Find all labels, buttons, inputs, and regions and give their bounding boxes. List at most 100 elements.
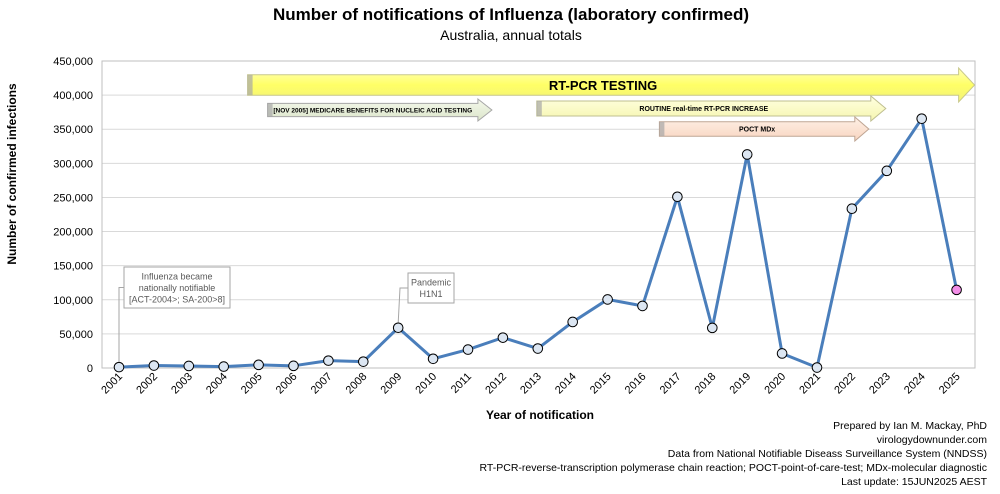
- data-point-2001: [113, 361, 125, 373]
- callout-leader: [118, 287, 124, 363]
- y-tick-label: 150,000: [53, 261, 93, 273]
- x-tick-label: 2025: [937, 371, 963, 397]
- x-tick-label: 2016: [623, 371, 649, 397]
- arrow-shape: [267, 97, 493, 123]
- x-tick-labels: 2001 2002 2003 2004 2005 2006 2007 2008 2009 2010…: [99, 371, 962, 397]
- arrow-1: RT-PCR TESTING: [247, 66, 976, 104]
- data-point-2019: [741, 149, 753, 160]
- x-tick-label: 2002: [134, 371, 160, 397]
- callout-box: [123, 266, 231, 309]
- x-tick-label: 2006: [274, 371, 300, 397]
- data-point-2004: [218, 361, 229, 372]
- data-point-2010: [427, 353, 439, 365]
- arrow-2: [NOV 2005] MEDICARE BENEFITS FOR NUCLEIC…: [267, 97, 493, 123]
- callout-text: nationally notifiable: [139, 283, 216, 293]
- chart-title: Number of notifications of Influenza (la…: [273, 5, 749, 24]
- data-point-2005: [253, 359, 264, 371]
- y-tick-label: 450,000: [53, 56, 93, 68]
- credit-author: Prepared by Ian M. Mackay, PhD: [833, 420, 987, 432]
- arrow-cap: [536, 101, 542, 116]
- x-tick-label: 2018: [693, 371, 719, 397]
- data-point-2011: [462, 344, 474, 355]
- x-tick-label: 2011: [449, 371, 474, 396]
- arrow-shape: [536, 94, 887, 123]
- arrow-label: [NOV 2005] MEDICARE BENEFITS FOR NUCLEIC…: [273, 108, 472, 115]
- x-tick-label: 2004: [204, 371, 230, 397]
- arrow-4: POCT MDx: [658, 115, 870, 143]
- x-tick-label: 2022: [832, 371, 858, 397]
- data-point-2007: [323, 355, 334, 366]
- chart-subtitle: Australia, annual totals: [440, 27, 582, 43]
- arrow-shape: [658, 115, 870, 143]
- series-line: [113, 113, 962, 373]
- credit-last-update: Last update: 15JUN2025 AEST: [841, 476, 988, 488]
- data-point-2009: [392, 322, 404, 334]
- arrow-label: ROUTINE real-time RT-PCR INCREASE: [639, 106, 768, 113]
- callout-2001: Influenza became nationally notifiable[AC…: [118, 266, 231, 363]
- data-point-2016: [637, 300, 648, 312]
- plot-area: [101, 60, 976, 369]
- x-tick-label: 2019: [728, 371, 754, 397]
- y-tick-label: 50,000: [59, 329, 93, 341]
- callout-text: H1N1: [419, 289, 442, 299]
- data-point-2015: [602, 294, 613, 305]
- callout-box: [407, 272, 455, 304]
- credit-abbreviations: RT-PCR-reverse-transcription polymerase …: [480, 462, 987, 474]
- y-tick-label: 100,000: [53, 295, 93, 307]
- x-tick-label: 2024: [902, 371, 928, 397]
- arrow-label: RT-PCR TESTING: [549, 78, 657, 93]
- data-point-2008: [358, 356, 369, 367]
- y-tick-label: 350,000: [53, 124, 93, 136]
- callout-leader: [397, 287, 408, 323]
- x-axis-title: Year of notification: [486, 408, 594, 422]
- x-tick-label: 2014: [553, 371, 579, 397]
- x-tick-label: 2001: [99, 371, 125, 397]
- arrow-cap: [247, 74, 253, 96]
- arrow-cap: [267, 103, 273, 117]
- series-path: [118, 117, 959, 370]
- x-tick-label: 2021: [797, 371, 823, 397]
- data-point-2021: [811, 362, 823, 373]
- credits: Prepared by Ian M. Mackay, PhD virologyd…: [480, 420, 988, 488]
- callout-text: [ACT-2004>; SA-200>8]: [129, 294, 225, 304]
- x-tick-label: 2020: [762, 371, 788, 397]
- y-axis-title: Number of confirmed infections: [5, 83, 19, 265]
- data-point-2006: [288, 360, 299, 372]
- data-point-2013: [532, 343, 544, 354]
- data-point-2003: [183, 360, 195, 372]
- gridlines: [102, 94, 975, 335]
- callout-text: Influenza became: [141, 271, 212, 281]
- credit-source: Data from National Notifiable Diseass Su…: [668, 448, 987, 460]
- arrow-3: ROUTINE real-time RT-PCR INCREASE: [536, 94, 887, 123]
- data-point-2014: [567, 316, 579, 328]
- callout-text: Pandemic: [411, 278, 452, 288]
- x-tick-label: 2015: [588, 371, 614, 397]
- x-tick-label: 2008: [344, 371, 370, 397]
- y-tick-label: 250,000: [53, 192, 93, 204]
- x-tick-label: 2017: [658, 371, 684, 397]
- x-tick-label: 2003: [169, 371, 195, 397]
- data-point-2025: [951, 284, 962, 296]
- arrow-label: POCT MDx: [739, 127, 775, 134]
- data-point-2020: [776, 348, 788, 359]
- data-point-2002: [148, 360, 160, 371]
- x-tick-label: 2005: [239, 371, 265, 397]
- x-tick-label: 2013: [518, 371, 544, 397]
- y-tick-label: 0: [87, 363, 93, 375]
- data-point-2017: [672, 191, 683, 203]
- x-tick-label: 2007: [309, 371, 335, 397]
- data-point-2018: [707, 322, 718, 334]
- data-point-2012: [497, 332, 509, 343]
- x-tick-label: 2010: [413, 371, 439, 397]
- data-point-2022: [846, 203, 858, 215]
- arrow-shape: [247, 66, 976, 104]
- credit-website: virologydownunder.com: [877, 434, 988, 446]
- arrow-cap: [659, 121, 665, 137]
- data-point-2024: [916, 113, 928, 124]
- y-tick-label: 200,000: [53, 227, 93, 239]
- x-tick-label: 2009: [379, 371, 405, 397]
- testing-arrows: RT-PCR TESTING [NOV 2005] MEDICARE BENEFI…: [247, 66, 976, 143]
- y-tick-labels: 0 50,000 100,000 150,000 200,000 250,000 300,0…: [53, 56, 93, 375]
